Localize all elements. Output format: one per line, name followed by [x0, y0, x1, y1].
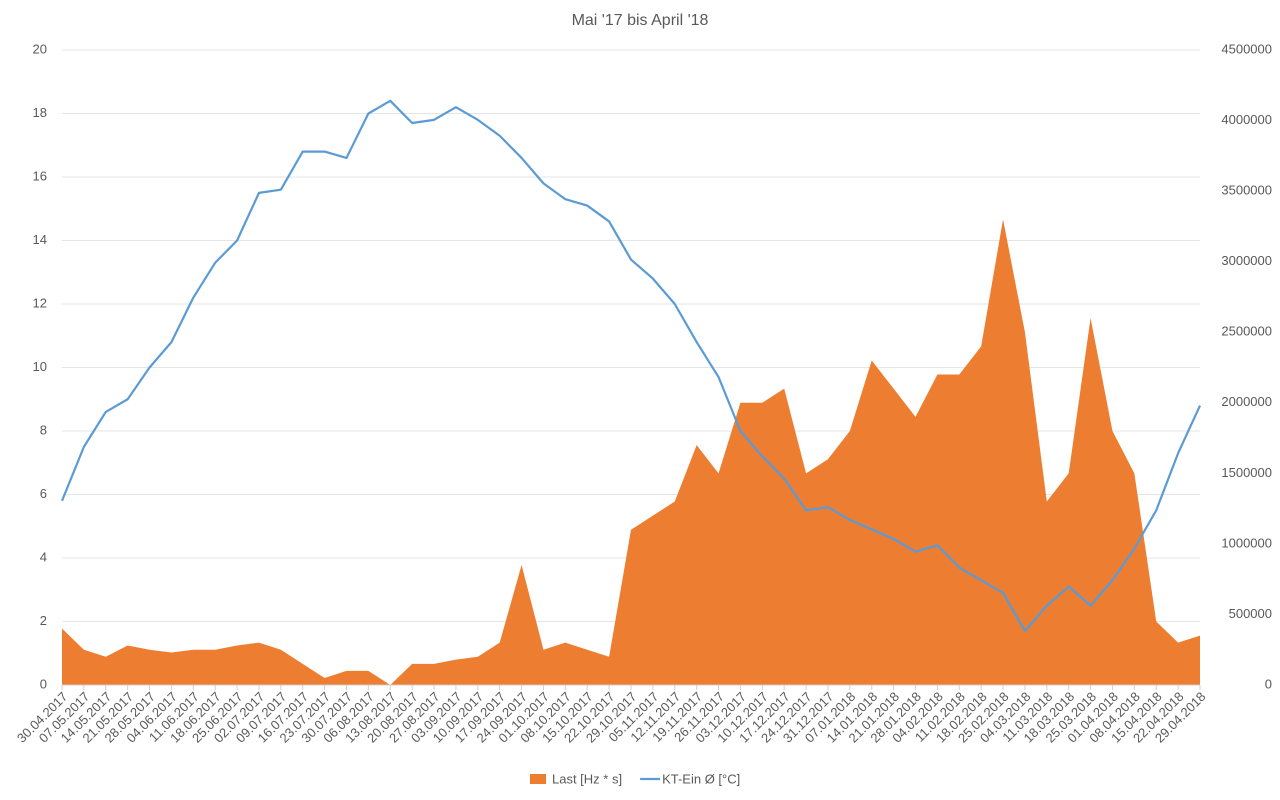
legend-label: Last [Hz * s] [552, 771, 622, 786]
y2-tick-label: 3000000 [1221, 253, 1272, 268]
y2-tick-label: 1000000 [1221, 535, 1272, 550]
area [62, 219, 1200, 686]
y-tick-label: 2 [40, 613, 47, 628]
chart-title: Mai '17 bis April '18 [572, 12, 709, 29]
y-tick-label: 6 [40, 486, 47, 501]
legend-swatch [530, 774, 546, 784]
y-tick-label: 0 [40, 676, 47, 691]
y2-tick-label: 4500000 [1221, 41, 1272, 56]
y2-tick-label: 4000000 [1221, 112, 1272, 127]
y2-tick-label: 2000000 [1221, 394, 1272, 409]
y2-tick-label: 500000 [1229, 606, 1272, 621]
legend-label: KT-Ein Ø [°C] [662, 771, 740, 786]
y2-tick-label: 1500000 [1221, 465, 1272, 480]
y-tick-label: 16 [33, 168, 47, 183]
y-tick-label: 18 [33, 105, 47, 120]
y2-tick-label: 2500000 [1221, 324, 1272, 339]
y-tick-label: 14 [33, 232, 47, 247]
y-tick-label: 12 [33, 295, 47, 310]
line [60, 99, 1201, 633]
y-tick-label: 20 [33, 41, 47, 56]
y2-tick-label: 3500000 [1221, 183, 1272, 198]
y-tick-label: 10 [33, 359, 47, 374]
y-tick-label: 8 [40, 422, 47, 437]
y2-tick-label: 0 [1265, 676, 1272, 691]
y-tick-label: 4 [40, 549, 47, 564]
